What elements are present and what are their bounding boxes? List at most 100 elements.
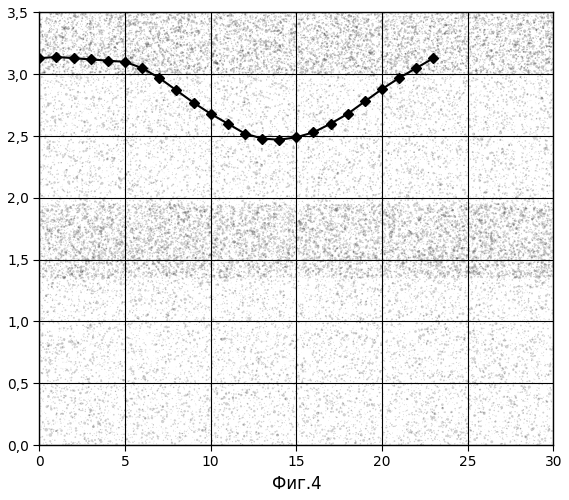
Point <box>89 9 98 17</box>
Point <box>331 272 340 280</box>
Point <box>289 203 298 211</box>
Point <box>495 246 504 254</box>
Point <box>448 133 457 141</box>
Point <box>436 170 445 178</box>
Point <box>315 297 324 305</box>
Point <box>266 388 275 396</box>
Point <box>365 102 374 110</box>
Point <box>174 202 183 210</box>
Point <box>372 354 381 362</box>
Point <box>470 380 479 388</box>
Point <box>546 66 555 74</box>
Point <box>225 192 234 200</box>
Point <box>213 360 222 368</box>
Point <box>400 160 409 168</box>
Point <box>246 32 255 40</box>
Point <box>130 270 139 278</box>
Point <box>195 215 204 223</box>
Point <box>68 162 77 170</box>
Point <box>411 292 420 300</box>
Point <box>423 152 432 160</box>
Point <box>382 344 391 351</box>
Point <box>225 34 234 42</box>
Point <box>477 16 486 24</box>
Point <box>350 36 359 44</box>
Point <box>468 66 477 74</box>
Point <box>67 154 76 162</box>
Point <box>77 127 86 135</box>
Point <box>140 214 149 222</box>
Point <box>131 18 140 26</box>
Point <box>141 174 150 182</box>
Point <box>474 205 483 213</box>
Point <box>147 40 156 48</box>
Point <box>117 272 126 280</box>
Point <box>412 436 421 444</box>
Point <box>311 241 320 249</box>
Point <box>218 197 228 205</box>
Point <box>202 431 211 439</box>
Point <box>129 255 138 263</box>
Point <box>180 49 189 57</box>
Point <box>147 166 156 174</box>
Point <box>182 41 191 49</box>
Point <box>162 146 171 154</box>
Point <box>459 434 468 442</box>
Point <box>302 422 311 430</box>
Point <box>492 329 501 337</box>
Point <box>122 230 131 237</box>
Point <box>494 186 504 194</box>
Point <box>460 234 469 242</box>
Point <box>273 202 282 210</box>
Point <box>533 266 542 274</box>
Point <box>131 156 141 164</box>
Point <box>226 70 235 78</box>
Point <box>442 212 451 220</box>
Point <box>160 248 169 256</box>
Point <box>110 78 119 86</box>
Point <box>450 110 459 118</box>
Point <box>436 350 446 358</box>
Point <box>541 280 550 288</box>
Point <box>183 107 192 115</box>
Point <box>283 70 292 78</box>
Point <box>125 168 134 176</box>
Point <box>41 116 50 124</box>
Point <box>468 395 477 403</box>
Point <box>411 354 420 362</box>
Point <box>280 58 289 66</box>
Point <box>313 201 322 209</box>
Point <box>163 429 172 437</box>
Point <box>462 76 471 84</box>
Point <box>453 33 462 41</box>
Point <box>259 387 269 395</box>
Point <box>473 224 482 232</box>
Point <box>468 328 477 336</box>
Point <box>371 420 380 428</box>
Point <box>529 436 538 444</box>
Point <box>269 364 278 372</box>
Point <box>159 36 168 44</box>
Point <box>150 18 159 26</box>
Point <box>297 100 306 108</box>
Point <box>97 36 106 44</box>
Point <box>128 130 137 138</box>
Point <box>409 82 418 90</box>
Point <box>490 242 499 250</box>
Point <box>452 36 461 44</box>
Point <box>210 122 219 130</box>
Point <box>114 68 123 76</box>
Point <box>541 242 550 250</box>
Point <box>387 230 396 238</box>
Point <box>468 264 477 272</box>
Point <box>245 188 254 196</box>
Point <box>287 243 296 251</box>
Point <box>214 411 223 419</box>
Point <box>47 28 56 36</box>
Point <box>200 312 209 320</box>
Point <box>178 78 187 86</box>
Point <box>154 384 163 392</box>
Point <box>42 110 51 118</box>
Point <box>337 404 347 412</box>
Point <box>492 114 501 122</box>
